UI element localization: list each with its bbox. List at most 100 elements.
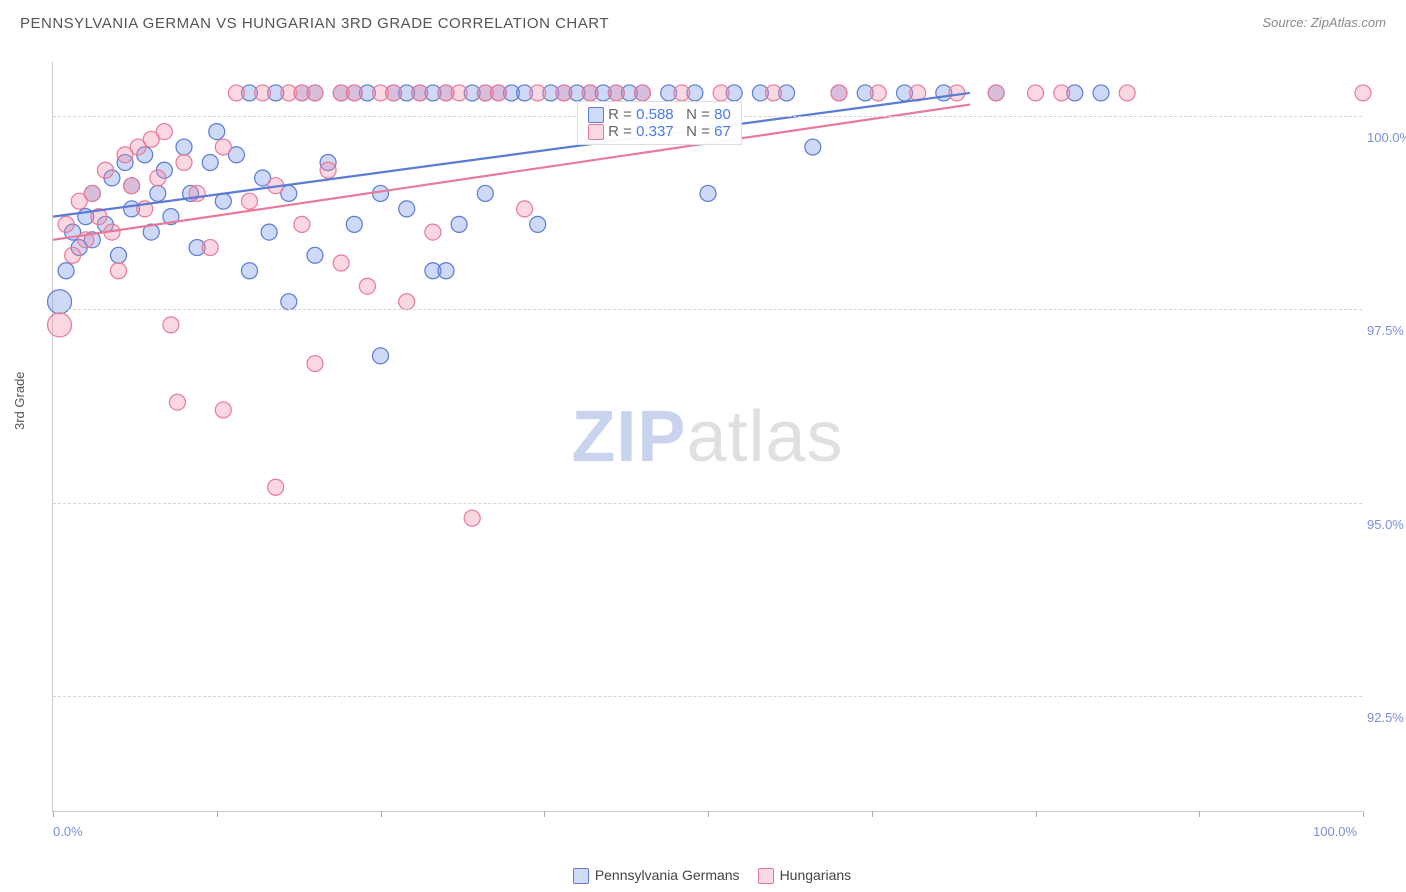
- n-label: N =: [686, 123, 710, 140]
- data-point-hungarian: [268, 479, 284, 495]
- n-label: N =: [686, 106, 710, 123]
- data-point-pa_german: [111, 247, 127, 263]
- stat-row-pa_german: R = 0.588 N = 80: [588, 106, 731, 123]
- data-point-pa_german: [373, 348, 389, 364]
- y-axis-label: 3rd Grade: [12, 371, 27, 430]
- chart-container: PENNSYLVANIA GERMAN VS HUNGARIAN 3RD GRA…: [0, 0, 1406, 892]
- n-value: 80: [714, 106, 731, 123]
- data-point-hungarian: [412, 85, 428, 101]
- data-point-pa_german: [307, 247, 323, 263]
- data-point-hungarian: [359, 278, 375, 294]
- data-point-hungarian: [635, 85, 651, 101]
- x-tick: [381, 811, 382, 817]
- data-point-hungarian: [1355, 85, 1371, 101]
- data-point-hungarian: [84, 185, 100, 201]
- x-tick: [217, 811, 218, 817]
- stat-swatch: [588, 124, 604, 140]
- data-point-hungarian: [320, 162, 336, 178]
- trend-line-hungarian: [53, 105, 970, 240]
- r-label: R =: [608, 106, 632, 123]
- data-point-hungarian: [215, 402, 231, 418]
- stat-row-hungarian: R = 0.337 N = 67: [588, 123, 731, 140]
- data-point-hungarian: [150, 170, 166, 186]
- data-point-hungarian: [766, 85, 782, 101]
- x-tick: [1036, 811, 1037, 817]
- data-point-hungarian: [307, 85, 323, 101]
- scatter-svg: [53, 62, 1363, 812]
- data-point-hungarian: [255, 85, 271, 101]
- data-point-hungarian: [242, 193, 258, 209]
- source-label: Source: ZipAtlas.com: [1262, 15, 1386, 30]
- data-point-pa_german: [58, 263, 74, 279]
- data-point-pa_german: [242, 263, 258, 279]
- data-point-hungarian: [163, 317, 179, 333]
- data-point-pa_german: [215, 193, 231, 209]
- legend-label: Pennsylvania Germans: [595, 867, 740, 883]
- chart-title: PENNSYLVANIA GERMAN VS HUNGARIAN 3RD GRA…: [20, 15, 609, 32]
- data-point-pa_german: [346, 216, 362, 232]
- data-point-hungarian: [608, 85, 624, 101]
- data-point-pa_german: [150, 185, 166, 201]
- x-tick: [872, 811, 873, 817]
- data-point-hungarian: [215, 139, 231, 155]
- data-point-hungarian: [169, 394, 185, 410]
- y-tick-label: 95.0%: [1367, 517, 1406, 532]
- title-bar: PENNSYLVANIA GERMAN VS HUNGARIAN 3RD GRA…: [20, 15, 1386, 45]
- y-tick-label: 97.5%: [1367, 323, 1406, 338]
- data-point-hungarian: [713, 85, 729, 101]
- data-point-pa_german: [530, 216, 546, 232]
- source-name: ZipAtlas.com: [1311, 15, 1386, 30]
- data-point-pa_german: [700, 185, 716, 201]
- data-point-hungarian: [425, 224, 441, 240]
- correlation-stat-box: R = 0.588 N = 80 R = 0.337 N = 67: [577, 101, 742, 145]
- data-point-pa_german: [451, 216, 467, 232]
- grid-line: [53, 503, 1362, 504]
- data-point-hungarian: [870, 85, 886, 101]
- data-point-pa_german: [1093, 85, 1109, 101]
- x-tick-label: 100.0%: [1313, 824, 1357, 839]
- data-point-hungarian: [530, 85, 546, 101]
- r-value: 0.337: [636, 123, 674, 140]
- grid-line: [53, 309, 1362, 310]
- plot-area: ZIPatlas 92.5%95.0%97.5%100.0%0.0%100.0%…: [52, 62, 1362, 812]
- data-point-pa_german: [805, 139, 821, 155]
- x-tick-label: 0.0%: [53, 824, 83, 839]
- data-point-hungarian: [831, 85, 847, 101]
- data-point-hungarian: [176, 155, 192, 171]
- trend-line-pa_german: [53, 93, 970, 217]
- legend: Pennsylvania Germans Hungarians: [0, 867, 1406, 884]
- data-point-hungarian: [674, 85, 690, 101]
- data-point-hungarian: [464, 510, 480, 526]
- data-point-hungarian: [202, 240, 218, 256]
- n-value: 67: [714, 123, 731, 140]
- data-point-hungarian: [988, 85, 1004, 101]
- data-point-hungarian: [228, 85, 244, 101]
- r-value: 0.588: [636, 106, 674, 123]
- legend-swatch: [573, 868, 589, 884]
- data-point-hungarian: [399, 294, 415, 310]
- data-point-hungarian: [294, 216, 310, 232]
- data-point-pa_german: [438, 263, 454, 279]
- data-point-pa_german: [281, 294, 297, 310]
- x-tick: [1363, 811, 1364, 817]
- data-point-pa_german: [477, 185, 493, 201]
- data-point-hungarian: [48, 313, 72, 337]
- x-tick: [1199, 811, 1200, 817]
- data-point-hungarian: [1054, 85, 1070, 101]
- data-point-hungarian: [111, 263, 127, 279]
- data-point-hungarian: [386, 85, 402, 101]
- x-tick: [544, 811, 545, 817]
- data-point-pa_german: [176, 139, 192, 155]
- legend-label: Hungarians: [780, 867, 852, 883]
- r-label: R =: [608, 123, 632, 140]
- data-point-hungarian: [307, 356, 323, 372]
- data-point-hungarian: [582, 85, 598, 101]
- y-tick-label: 92.5%: [1367, 710, 1406, 725]
- data-point-hungarian: [58, 216, 74, 232]
- x-tick: [53, 811, 54, 817]
- data-point-hungarian: [124, 178, 140, 194]
- legend-swatch: [758, 868, 774, 884]
- grid-line: [53, 696, 1362, 697]
- data-point-hungarian: [97, 162, 113, 178]
- data-point-hungarian: [65, 247, 81, 263]
